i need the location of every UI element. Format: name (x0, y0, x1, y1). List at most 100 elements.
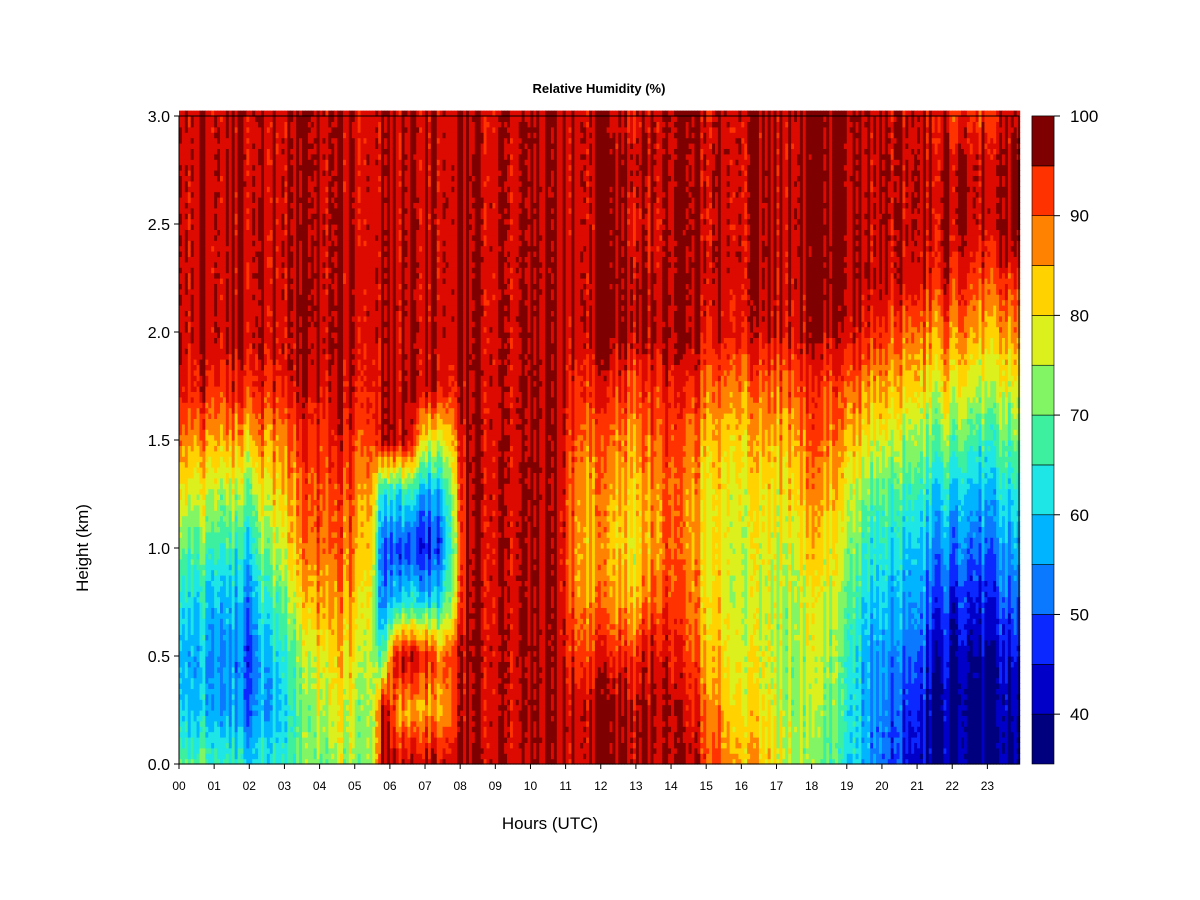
heatmap-cell (225, 234, 230, 241)
heatmap-cell (234, 677, 239, 684)
heatmap-cell (228, 472, 233, 479)
heatmap-cell (225, 391, 230, 398)
heatmap-cell (208, 213, 212, 220)
heatmap-cell (205, 753, 209, 760)
heatmap-cell (202, 440, 206, 446)
heatmap-cell (190, 342, 195, 349)
heatmap-cell (193, 348, 198, 355)
heatmap-cell (214, 121, 218, 128)
heatmap-cell (234, 450, 239, 457)
heatmap-cell (187, 542, 192, 549)
heatmap-cell (214, 267, 218, 274)
heatmap-cell (225, 402, 230, 409)
heatmap-cell (222, 639, 227, 646)
heatmap-cell (225, 261, 230, 268)
heatmap-cell (187, 677, 192, 684)
heatmap-cell (181, 321, 186, 328)
heatmap-cell (202, 126, 206, 133)
heatmap-cell (190, 645, 195, 652)
heatmap-cell (196, 688, 201, 695)
heatmap-cell (211, 353, 215, 360)
heatmap-cell (234, 618, 239, 625)
heatmap-cell (237, 634, 242, 641)
heatmap-cell (234, 396, 239, 403)
heatmap-cell (187, 332, 192, 338)
heatmap-cell (214, 148, 218, 155)
heatmap-cell (205, 526, 209, 533)
heatmap-cell (214, 666, 218, 673)
heatmap-cell (228, 499, 233, 506)
heatmap-cell (208, 207, 212, 214)
heatmap-cell (217, 666, 221, 673)
heatmap-cell (231, 710, 236, 716)
heatmap-cell (202, 434, 206, 441)
heatmap-cell (190, 245, 195, 252)
heatmap-cell (208, 294, 212, 301)
heatmap-cell (196, 715, 201, 722)
heatmap-cell (208, 407, 212, 414)
heatmap-cell (190, 326, 195, 333)
heatmap-cell (217, 607, 221, 614)
heatmap-cell (231, 121, 236, 128)
heatmap-cell (225, 148, 230, 155)
heatmap-cell (205, 116, 209, 122)
heatmap-cell (231, 569, 236, 576)
heatmap-cell (181, 477, 186, 484)
heatmap-cell (184, 121, 189, 128)
heatmap-cell (222, 510, 227, 517)
heatmap-cell (222, 569, 227, 576)
heatmap-cell (211, 758, 215, 765)
heatmap-cell (199, 332, 204, 338)
heatmap-cell (217, 132, 221, 139)
heatmap-cell (199, 434, 204, 441)
heatmap-cell (205, 186, 209, 193)
heatmap-cell (199, 585, 204, 592)
heatmap-cell (202, 672, 206, 679)
heatmap-cell (222, 229, 227, 236)
heatmap-cell (184, 126, 189, 133)
heatmap-cell (237, 267, 242, 274)
heatmap-cell (208, 585, 212, 592)
heatmap-cell (208, 575, 212, 581)
heatmap-cell (211, 612, 215, 619)
heatmap-cell (211, 483, 215, 490)
heatmap-cell (196, 288, 201, 295)
heatmap-cell (199, 726, 204, 733)
heatmap-cell (211, 186, 215, 193)
heatmap-cell (214, 429, 218, 436)
heatmap-cell (202, 688, 206, 695)
heatmap-cell (225, 715, 230, 722)
heatmap-cell (225, 288, 230, 295)
heatmap-cell (220, 461, 224, 468)
heatmap-cell (211, 710, 215, 716)
heatmap-cell (181, 504, 186, 511)
heatmap-cell (208, 607, 212, 614)
heatmap-cell (184, 315, 189, 322)
heatmap-cell (199, 245, 204, 252)
heatmap-cell (211, 467, 215, 473)
heatmap-cell (217, 688, 221, 695)
heatmap-cell (231, 423, 236, 430)
heatmap-cell (222, 191, 227, 198)
heatmap-cell (199, 693, 204, 700)
heatmap-cell (217, 629, 221, 635)
heatmap-cell (231, 305, 236, 311)
heatmap-cell (231, 418, 236, 425)
heatmap-cell (199, 126, 204, 133)
heatmap-cell (217, 564, 221, 571)
heatmap-cell (214, 467, 218, 473)
heatmap-cell (179, 396, 183, 403)
heatmap-cell (179, 369, 183, 376)
heatmap-cell (208, 580, 212, 587)
heatmap-cell (184, 402, 189, 409)
heatmap-cell (190, 116, 195, 122)
heatmap-cell (217, 261, 221, 268)
heatmap-cell (220, 683, 224, 689)
heatmap-cell (184, 564, 189, 571)
heatmap-cell (199, 650, 204, 657)
heatmap-cell (193, 305, 198, 311)
heatmap-cell (220, 526, 224, 533)
heatmap-cell (220, 429, 224, 436)
heatmap-cell (231, 337, 236, 344)
